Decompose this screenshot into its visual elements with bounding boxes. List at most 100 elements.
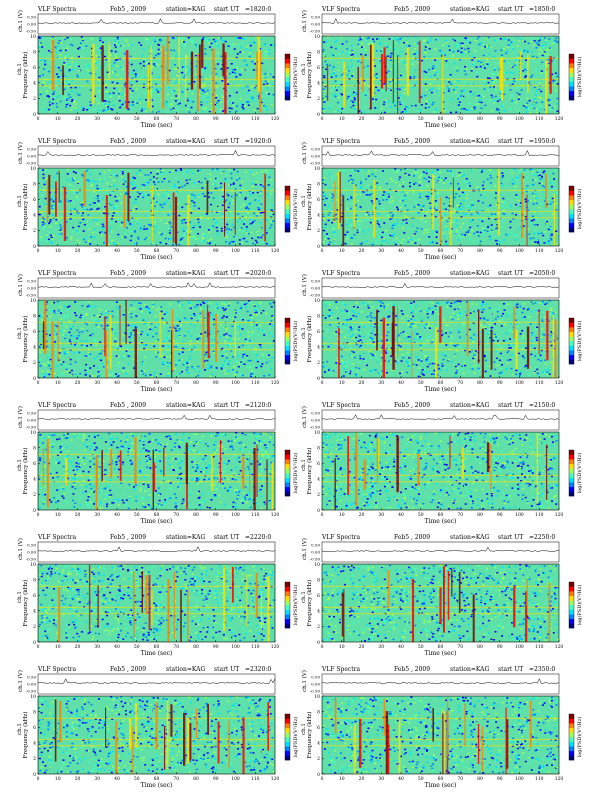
sferic-burst	[432, 708, 434, 741]
sferic-burst	[47, 179, 49, 223]
colorbar-label: log(PSD)(V²/Hz)	[292, 321, 299, 362]
y-tick-label: 6	[317, 461, 320, 467]
colorbar	[569, 54, 574, 100]
panel-title-prefix: VLF Spectra	[37, 534, 77, 541]
x-tick-label: 120	[555, 248, 564, 254]
x-tick-label: 0	[37, 248, 40, 254]
frequency-band	[38, 481, 275, 482]
sferic-burst	[224, 182, 225, 236]
panel-title-prefix: VLF Spectra	[37, 270, 77, 277]
y-tick-label: 10	[30, 562, 36, 568]
x-axis-label: Time (sec)	[425, 518, 457, 525]
y-axis-ch-label: ch.1	[301, 459, 307, 471]
x-tick-label: 110	[251, 644, 260, 650]
sferic-burst	[243, 717, 245, 774]
sferic-burst	[92, 44, 94, 104]
x-tick-label: 40	[114, 776, 120, 782]
y-axis-ch-label: ch.1	[17, 459, 23, 471]
sferic-burst	[186, 443, 188, 484]
sferic-burst	[370, 45, 372, 109]
panel-date: Feb5 , 2009	[394, 402, 430, 409]
x-tick-label: 40	[114, 644, 120, 650]
x-tick-label: 120	[271, 512, 280, 518]
frequency-band	[38, 343, 275, 344]
sferic-burst	[396, 436, 399, 492]
panel-start-label: start UT	[214, 6, 239, 13]
x-tick-label: 90	[213, 380, 219, 386]
sferic-burst	[449, 436, 450, 469]
channel-tick-label: -0.50	[26, 557, 37, 562]
sferic-burst	[327, 65, 328, 101]
x-tick-label: 90	[213, 248, 219, 254]
panel-start-label: start UT	[498, 402, 523, 409]
sferic-burst	[397, 306, 398, 357]
sferic-burst	[212, 49, 214, 115]
channel-tick-label: 0.50	[311, 147, 320, 152]
channel-axis-label: ch.1 (V)	[301, 10, 308, 32]
panel-start-ut: =2020:0	[245, 270, 271, 277]
frequency-band	[38, 85, 275, 86]
x-tick-label: 80	[193, 512, 199, 518]
panel-start-ut: =1950:0	[529, 138, 555, 145]
y-tick-label: 2	[33, 492, 36, 498]
sferic-burst	[148, 65, 149, 108]
x-tick-label: 80	[193, 380, 199, 386]
sferic-burst	[207, 704, 209, 735]
y-tick-label: 2	[33, 624, 36, 630]
sferic-burst	[149, 575, 151, 630]
sferic-burst	[207, 180, 209, 213]
colorbar-label: log(PSD)(V²/Hz)	[576, 57, 583, 98]
x-axis-label: Time (sec)	[141, 122, 173, 129]
x-tick-label: 110	[251, 776, 260, 782]
sferic-burst	[59, 171, 60, 203]
x-tick-label: 100	[515, 512, 524, 518]
sferic-burst	[448, 571, 450, 620]
frequency-band	[322, 586, 559, 587]
sferic-burst	[51, 321, 53, 378]
y-tick-label: 8	[317, 577, 320, 583]
y-tick-label: 2	[33, 96, 36, 102]
channel-tick-label: 0.00	[27, 682, 36, 687]
channel-tick-label: -0.50	[26, 293, 37, 298]
x-tick-label: 30	[378, 380, 384, 386]
y-tick-label: 4	[317, 81, 320, 87]
y-axis-ch-label: ch.1	[301, 591, 307, 603]
x-tick-label: 120	[555, 512, 564, 518]
y-tick-label: 10	[314, 694, 320, 700]
y-tick-label: 4	[317, 345, 320, 351]
x-axis-label: Time (sec)	[141, 518, 173, 525]
channel-axis-label: ch.1 (V)	[301, 406, 308, 428]
x-tick-label: 20	[359, 380, 365, 386]
y-axis-label: Frequency (kHz)	[306, 448, 313, 495]
x-tick-label: 20	[75, 248, 81, 254]
x-tick-label: 30	[378, 248, 384, 254]
panel-start-label: start UT	[214, 138, 239, 145]
frequency-band	[38, 607, 275, 608]
sferic-burst	[120, 450, 122, 480]
sferic-burst	[52, 40, 54, 90]
panel-station: station=KAG	[450, 534, 489, 541]
sferic-burst	[152, 590, 153, 625]
sferic-burst	[386, 57, 387, 92]
panel-title-prefix: VLF Spectra	[37, 138, 77, 145]
sferic-burst	[340, 172, 341, 223]
sferic-burst	[355, 723, 357, 774]
y-axis-label: Frequency (kHz)	[306, 712, 313, 759]
x-tick-label: 10	[55, 776, 61, 782]
y-tick-label: 2	[317, 756, 320, 762]
y-tick-label: 6	[317, 65, 320, 71]
sferic-burst	[342, 196, 344, 246]
channel-axis-label: ch.1 (V)	[301, 274, 308, 296]
panel-station: station=KAG	[166, 138, 205, 145]
frequency-band	[38, 190, 275, 191]
x-tick-label: 10	[339, 776, 345, 782]
channel-tick-label: 0.00	[27, 154, 36, 159]
channel-tick-label: 0.50	[311, 543, 320, 548]
y-axis-label: Frequency (kHz)	[22, 316, 29, 363]
sferic-burst	[187, 590, 188, 642]
panel-date: Feb5 , 2009	[394, 534, 430, 541]
panel-station: station=KAG	[166, 534, 205, 541]
